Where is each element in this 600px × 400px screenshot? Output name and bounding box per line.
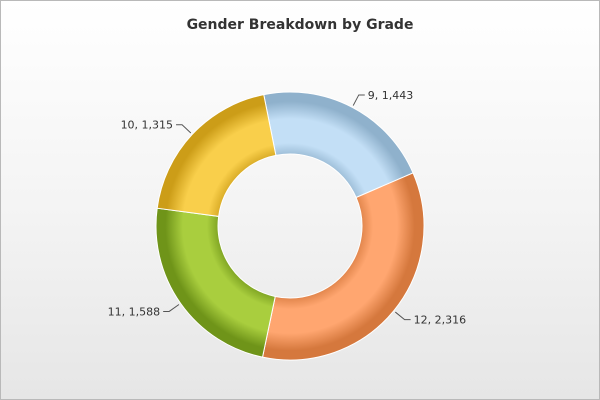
- leader-line-9: [352, 94, 365, 106]
- slice-9[interactable]: [263, 91, 414, 199]
- slices-group: [155, 91, 425, 361]
- chart-title: Gender Breakdown by Grade: [186, 17, 414, 33]
- data-labels-group: 9, 1,443 12, 2,316 11, 1,588 10, 1,315: [108, 89, 466, 327]
- leader-lines-group: [163, 94, 411, 321]
- slice-11[interactable]: [155, 207, 276, 358]
- leader-line-11: [163, 304, 180, 312]
- data-label-9: 9, 1,443: [368, 89, 413, 102]
- data-label-11: 11, 1,588: [108, 305, 160, 318]
- data-label-12: 12, 2,316: [414, 314, 466, 327]
- slice-12[interactable]: [261, 172, 425, 361]
- data-label-10: 10, 1,315: [121, 119, 173, 132]
- leader-line-12: [394, 311, 411, 321]
- leader-line-10: [176, 124, 192, 134]
- slice-10[interactable]: [156, 94, 277, 217]
